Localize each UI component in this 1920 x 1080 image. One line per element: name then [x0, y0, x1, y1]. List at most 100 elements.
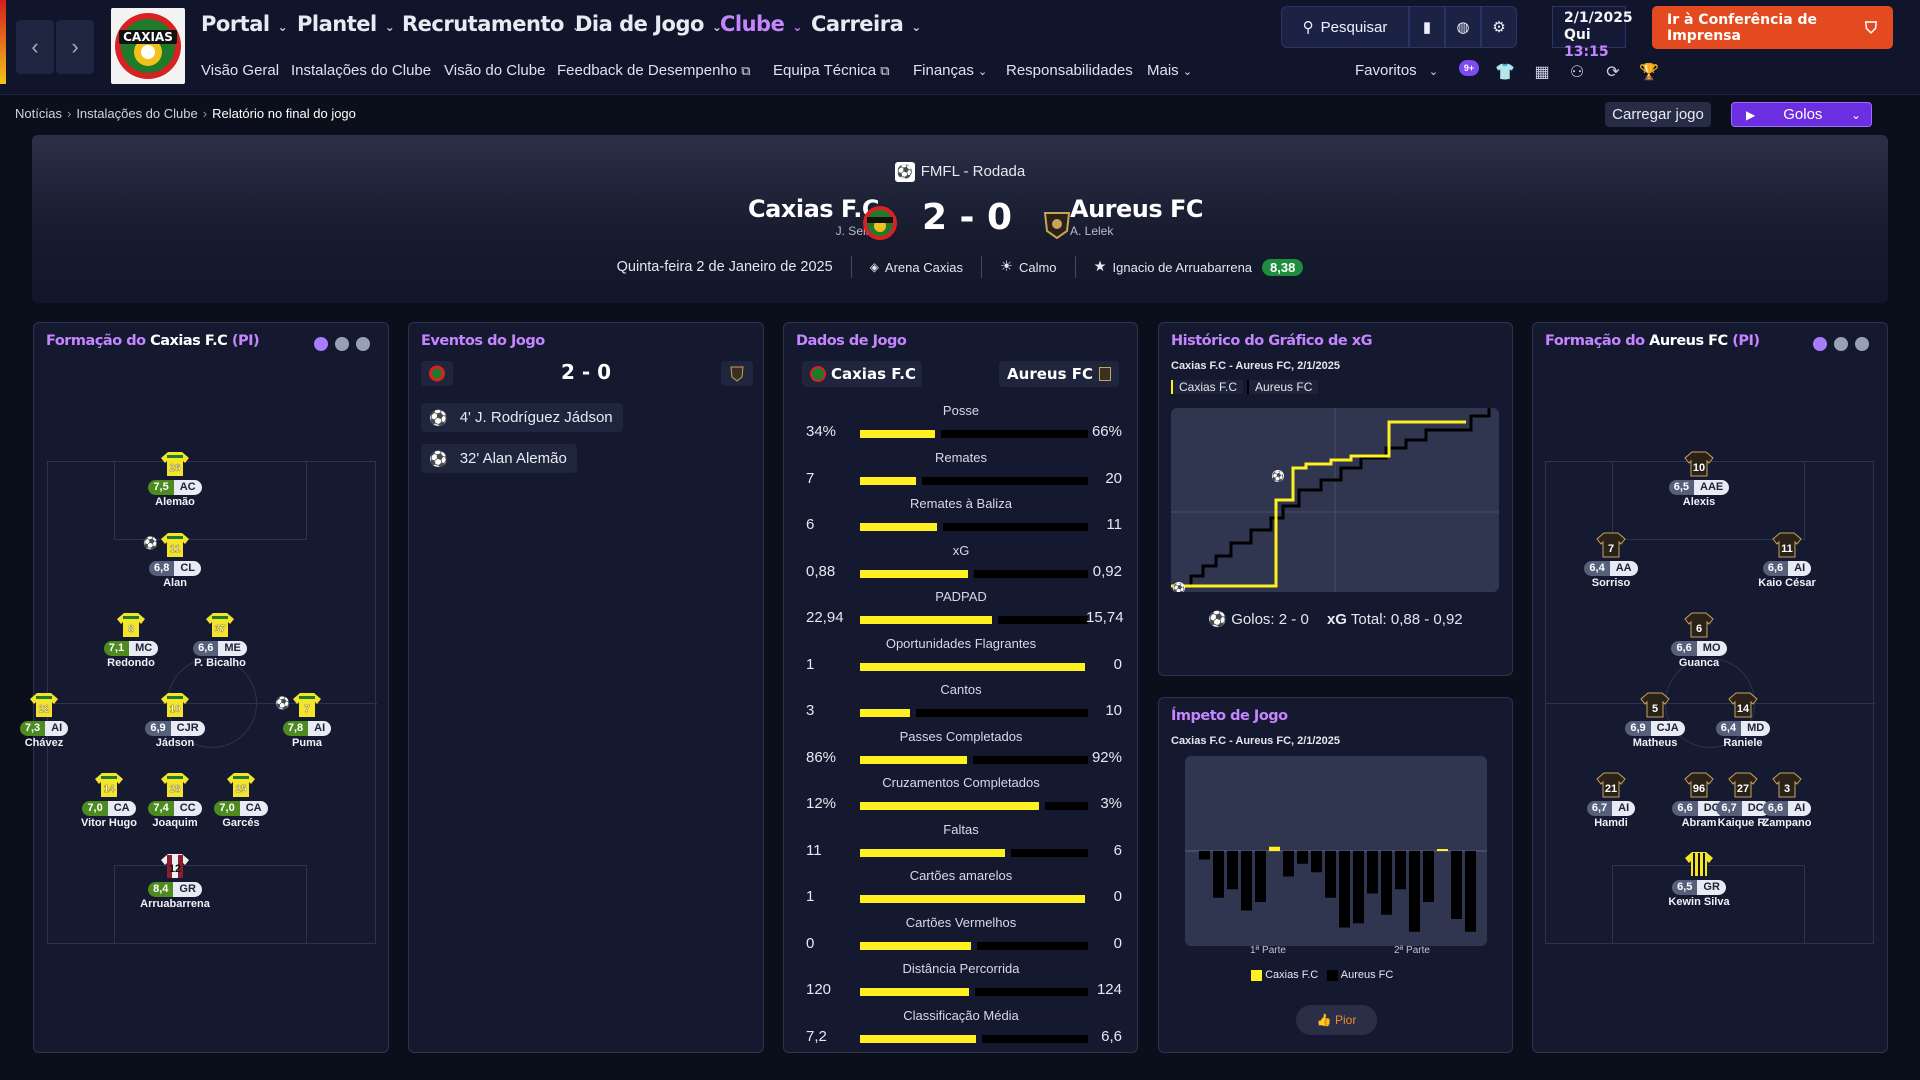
player-away[interactable]: 6,5 GR Kewin Silva	[1649, 851, 1749, 908]
away-formation-title: Formação do Aureus FC (PI)	[1545, 333, 1760, 349]
stat-row: Cruzamentos Completados 12% 3%	[798, 775, 1124, 821]
player-home[interactable]: 8 7,1 MC Redondo	[81, 612, 181, 669]
player-away[interactable]: 7 6,4 AA Sorriso	[1561, 532, 1661, 589]
view-dot-active[interactable]	[1813, 337, 1827, 351]
player-away[interactable]: 10 6,5 AAE Alexis	[1649, 451, 1749, 508]
player-home[interactable]: 26 7,5 AC Alemão	[125, 451, 225, 508]
submenu-instalacoes[interactable]: Instalações do Clube	[291, 62, 432, 79]
breadcrumb-current: Relatório no final do jogo	[212, 106, 356, 121]
player-away[interactable]: 6 6,6 MO Guanca	[1649, 612, 1749, 669]
back-button[interactable]: ‹	[16, 20, 54, 74]
player-away[interactable]: 21 6,7 AI Hamdi	[1561, 772, 1661, 829]
player-away[interactable]: 3 6,6 AI Zampano	[1737, 772, 1837, 829]
player-name: Alan	[163, 577, 187, 589]
menu-dia-de-jogo[interactable]: Dia de Jogo ⌄	[575, 12, 722, 36]
player-home[interactable]: 11 6,8 CL Alan ⚽	[125, 532, 225, 589]
player-home[interactable]: 25 7,0 CA Garcés	[191, 772, 291, 829]
view-dot-active[interactable]	[314, 337, 328, 351]
stat-row: Posse 34% 66%	[798, 403, 1124, 449]
view-dot[interactable]	[335, 337, 349, 351]
breadcrumb-instalacoes[interactable]: Instalações do Clube	[76, 106, 198, 121]
home-manager[interactable]: J. Selau	[835, 224, 879, 238]
club-logo[interactable]: CAXIAS	[111, 8, 185, 84]
staff-icon[interactable]: ⚇	[1569, 64, 1585, 81]
player-home[interactable]: 10 6,9 CJR Jádson	[125, 692, 225, 749]
player-home[interactable]: 12 8,4 GR Arruabarrena	[125, 853, 225, 910]
stat-label: Remates à Baliza	[910, 496, 1012, 511]
player-name: Joaquim	[152, 817, 198, 829]
trophy-icon[interactable]: 🏆	[1639, 64, 1659, 81]
menu-plantel[interactable]: Plantel ⌄	[297, 12, 395, 36]
stat-bar-home	[860, 709, 910, 717]
player-away[interactable]: 96 6,6 DC Abram	[1649, 772, 1749, 829]
stat-away-value: 0,92	[1092, 562, 1122, 580]
player-home[interactable]: 22 7,3 AI Chávez	[0, 692, 94, 749]
player-away[interactable]: 14 6,4 MD Raniele	[1693, 692, 1793, 749]
stadium[interactable]: Arena Caxias	[884, 259, 963, 275]
chevron-left-icon: ‹	[31, 34, 39, 59]
legend-away[interactable]: Aureus FC	[1247, 380, 1319, 394]
forward-button[interactable]: ›	[56, 20, 94, 74]
submenu-visao-clube[interactable]: Visão do Clube	[444, 62, 546, 79]
view-dot[interactable]	[1834, 337, 1848, 351]
player-away[interactable]: 27 6,7 DC Kaique R.	[1693, 772, 1793, 829]
inbox-icon[interactable]: 9+	[1459, 60, 1481, 82]
submenu-mais[interactable]: Mais ⌄	[1147, 62, 1193, 79]
away-team-name[interactable]: Aureus FC	[1070, 195, 1204, 223]
home-team-name[interactable]: Caxias F.C	[748, 195, 879, 223]
favorites-dropdown[interactable]: Favoritos ⌄	[1355, 62, 1439, 79]
menu-clube[interactable]: Clube ⌄	[720, 12, 802, 36]
player-home[interactable]: 37 6,6 ME P. Bicalho	[170, 612, 270, 669]
breadcrumb-noticias[interactable]: Notícias	[15, 106, 62, 121]
world-button[interactable]: ◍	[1445, 6, 1481, 48]
bookmark-button[interactable]: ▮	[1409, 6, 1445, 48]
settings-button[interactable]: ⚙	[1481, 6, 1517, 48]
player-home[interactable]: 14 7,0 CA Vitor Hugo	[59, 772, 159, 829]
event-goal[interactable]: ⚽ 4' J. Rodríguez Jádson	[421, 403, 623, 432]
submenu-feedback[interactable]: Feedback de Desempenho ⧉	[557, 62, 751, 79]
stats-away-team[interactable]: Aureus FC	[999, 361, 1119, 387]
stat-home-value: 3	[806, 702, 815, 719]
momentum-bar	[1297, 851, 1308, 864]
ball-icon: ⚽	[275, 696, 290, 710]
event-goal[interactable]: ⚽ 32' Alan Alemão	[421, 444, 577, 473]
player-away[interactable]: 5 6,9 CJA Matheus	[1605, 692, 1705, 749]
player-rating-tag: 6,7 AI	[1586, 801, 1636, 816]
stat-away-value: 0	[1113, 888, 1122, 905]
away-manager[interactable]: A. Lelek	[1070, 224, 1114, 238]
menu-portal[interactable]: Portal ⌄	[201, 12, 288, 36]
xg-chart: ⚽ ⚽	[1171, 408, 1499, 592]
player-home[interactable]: 28 7,4 CC Joaquim	[125, 772, 225, 829]
submenu-equipa-tecnica[interactable]: Equipa Técnica ⧉	[773, 62, 890, 79]
search-button[interactable]: ⚲ Pesquisar	[1281, 6, 1409, 48]
shirt-icon[interactable]: 👕	[1495, 64, 1515, 81]
submenu-responsabilidades[interactable]: Responsabilidades	[1006, 62, 1133, 79]
player-away[interactable]: 11 6,6 AI Kaio César	[1737, 532, 1837, 589]
goals-highlights-button[interactable]: ▶ Golos ⌄	[1731, 102, 1872, 127]
away-formation-panel: Formação do Aureus FC (PI) 10 6,5 AAE Alexi…	[1532, 322, 1888, 1053]
game-date[interactable]: 2/1/2025 Qui 13:15	[1552, 6, 1633, 60]
load-match-button[interactable]: Carregar jogo	[1605, 102, 1711, 127]
worse-button[interactable]: 👍 Pior	[1296, 1005, 1377, 1035]
stats-home-team[interactable]: Caxias F.C	[802, 361, 922, 387]
legend-home[interactable]: Caxias F.C	[1171, 380, 1244, 394]
goal-marker[interactable]: ⚽	[1271, 470, 1284, 483]
refresh-icon[interactable]: ⟳	[1606, 64, 1620, 81]
player-of-match[interactable]: Ignacio de Arruabarrena	[1112, 259, 1253, 275]
view-dot[interactable]	[1855, 337, 1869, 351]
stadium-icon: ◈	[869, 260, 879, 274]
stat-away-value: 66%	[1091, 423, 1122, 440]
chevron-down-icon: ⌄	[792, 20, 802, 34]
submenu-visao-geral[interactable]: Visão Geral	[201, 62, 280, 79]
press-conference-button[interactable]: Ir à Conferência de Imprensa ⛉	[1652, 6, 1893, 49]
goal-marker[interactable]: ⚽	[1172, 582, 1185, 592]
svg-text:⚽: ⚽	[1172, 582, 1185, 592]
view-dot[interactable]	[356, 337, 370, 351]
menu-recrutamento[interactable]: Recrutamento ⌄	[402, 12, 582, 36]
player-home[interactable]: 7 7,8 AI Puma ⚽	[257, 692, 357, 749]
svg-text:⚽: ⚽	[1271, 470, 1284, 483]
menu-carreira[interactable]: Carreira ⌄	[811, 12, 921, 36]
tactics-icon[interactable]: ▦	[1534, 64, 1550, 81]
submenu-financas[interactable]: Finanças ⌄	[913, 62, 988, 79]
stat-label: xG	[952, 542, 970, 558]
